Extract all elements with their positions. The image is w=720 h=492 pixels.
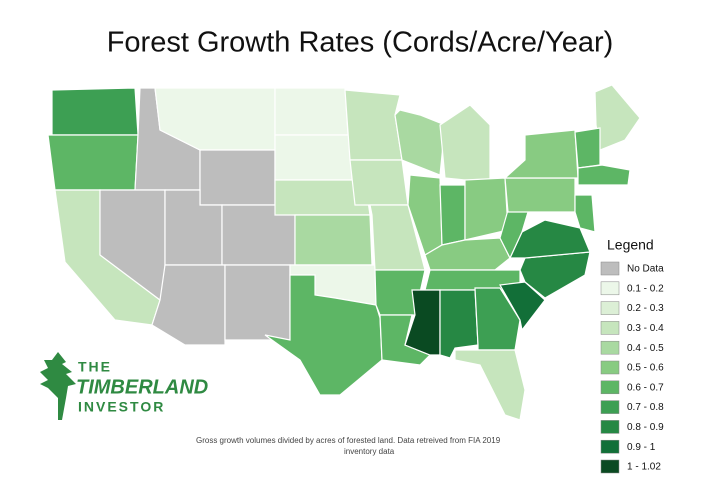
state xyxy=(504,177,576,213)
legend-swatch xyxy=(600,439,620,454)
legend-label: 0.4 - 0.5 xyxy=(627,343,664,354)
legend-label: 0.7 - 0.8 xyxy=(627,402,664,413)
footnote: Gross growth volumes divided by acres of… xyxy=(196,436,501,445)
state xyxy=(439,289,479,359)
state xyxy=(594,84,641,151)
state xyxy=(151,264,226,346)
state xyxy=(503,129,579,179)
legend-label: 1 - 1.02 xyxy=(627,462,661,473)
state xyxy=(344,89,403,161)
legend-swatch xyxy=(600,380,620,395)
logo: THE TIMBERLAND INVESTOR xyxy=(40,352,208,420)
state xyxy=(47,134,139,191)
legend-label: 0.8 - 0.9 xyxy=(627,422,664,433)
legend-swatch xyxy=(600,340,620,355)
state xyxy=(224,264,291,341)
title: Forest Growth Rates (Cords/Acre/Year) xyxy=(107,27,614,59)
footnote: inventory data xyxy=(344,447,395,456)
legend-label: No Data xyxy=(627,264,664,275)
logo-leaf xyxy=(40,352,76,420)
state xyxy=(274,134,353,181)
state xyxy=(499,281,546,332)
logo-text: THE xyxy=(78,359,112,375)
legend-swatch xyxy=(600,281,620,296)
state xyxy=(349,159,409,206)
state xyxy=(274,87,349,136)
state xyxy=(574,127,601,169)
legend-title: Legend xyxy=(607,237,654,253)
legend-swatch xyxy=(600,360,620,375)
legend-swatch xyxy=(600,459,620,474)
legend-swatch xyxy=(600,301,620,315)
legend-label: 0.9 - 1 xyxy=(627,442,656,453)
states xyxy=(47,84,641,421)
legend-swatch xyxy=(600,321,620,335)
legend-swatch xyxy=(600,420,620,434)
state xyxy=(577,164,631,186)
state xyxy=(454,349,526,421)
legend-label: 0.5 - 0.6 xyxy=(627,363,664,374)
state xyxy=(199,149,276,206)
legend-label: 0.3 - 0.4 xyxy=(627,323,664,334)
state xyxy=(574,194,596,233)
state xyxy=(439,104,491,181)
legend-label: 0.1 - 0.2 xyxy=(627,283,664,294)
state xyxy=(424,237,511,271)
legend-label: 0.6 - 0.7 xyxy=(627,382,664,393)
legend-label: 0.2 - 0.3 xyxy=(627,303,664,314)
legend: No Data 0.1 - 0.2 0.2 - 0.3 0.3 - 0.4 0.4 - … xyxy=(600,261,664,474)
legend-swatch xyxy=(600,400,620,414)
logo-text: TIMBERLAND xyxy=(76,376,208,398)
state xyxy=(499,209,529,260)
logo-text: INVESTOR xyxy=(78,399,165,415)
state xyxy=(394,109,446,176)
state xyxy=(439,184,466,246)
legend-swatch xyxy=(600,261,620,276)
state xyxy=(294,214,373,266)
state xyxy=(51,87,139,136)
